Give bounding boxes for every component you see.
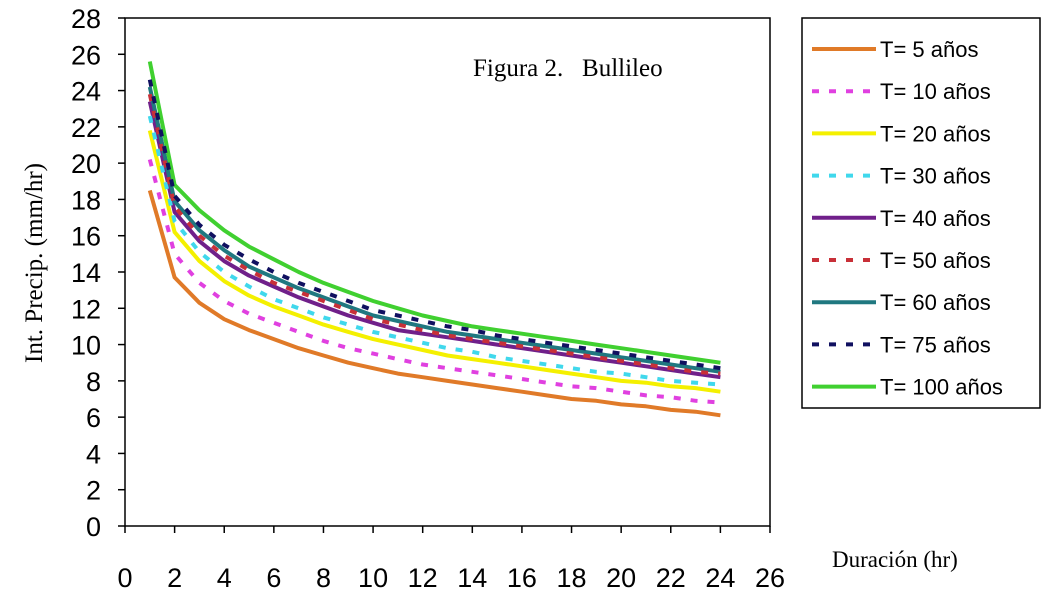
- x-tick-label: 12: [408, 563, 438, 592]
- x-tick-label: 18: [557, 563, 587, 592]
- x-tick-label: 24: [705, 563, 735, 592]
- y-tick-label: 12: [71, 294, 101, 324]
- legend-items: T= 5 años T= 10 años T= 20 años T= 30 años T…: [812, 37, 1003, 400]
- x-tick-label: 14: [457, 563, 487, 592]
- series-line-4: [147, 115, 721, 387]
- x-tick-label: 4: [217, 563, 232, 592]
- legend-label: T= 5 años: [880, 37, 978, 62]
- y-axis-label: Int. Precip. (mm/hr): [21, 163, 48, 363]
- y-tick-label: 6: [86, 403, 101, 433]
- legend-label: T= 30 años: [880, 164, 991, 189]
- legend-label: T= 20 años: [880, 121, 991, 146]
- x-tick-label: 10: [358, 563, 388, 592]
- x-axis-label: Duración (hr): [832, 547, 958, 572]
- x-tick-label: 26: [755, 563, 785, 592]
- y-tick-label: 18: [71, 185, 101, 215]
- y-tick-label: 4: [86, 439, 101, 469]
- series-line-3: [147, 130, 721, 394]
- y-tick-label: 8: [86, 367, 101, 397]
- y-tick-label: 14: [71, 258, 101, 288]
- y-tick-label: 24: [71, 77, 101, 107]
- legend-label: T= 40 años: [880, 206, 991, 231]
- x-tick-label: 20: [606, 563, 636, 592]
- x-tick-label: 8: [316, 563, 331, 592]
- series-line-2: [147, 158, 721, 405]
- legend-label: T= 75 años: [880, 332, 991, 357]
- legend-label: T= 50 años: [880, 248, 991, 273]
- x-tick-label: 6: [266, 563, 281, 592]
- y-tick-label: 16: [71, 222, 101, 252]
- legend-box: [801, 17, 1041, 409]
- y-tick-label: 26: [71, 40, 101, 70]
- y-tick-label: 10: [71, 331, 101, 361]
- y-tick-label: 2: [86, 476, 101, 506]
- plot-area: [124, 17, 771, 527]
- series-line-5: [147, 101, 721, 380]
- y-tick-label: 22: [71, 113, 101, 143]
- series-line-6: [147, 93, 721, 376]
- legend-label: T= 60 años: [880, 290, 991, 315]
- chart-title: Figura 2. Bullileo: [473, 55, 663, 82]
- x-tick-label: 16: [507, 563, 537, 592]
- legend-label: T= 10 años: [880, 79, 991, 104]
- x-tick-label: 0: [117, 563, 132, 592]
- x-axis-ticks: 0 2 4 6 8 10 12 14 16 18 20 22 24 26: [117, 526, 785, 592]
- x-tick-label: 22: [656, 563, 686, 592]
- x-tick-label: 2: [167, 563, 182, 592]
- series-layer: [147, 61, 721, 418]
- series-line-7: [147, 86, 721, 374]
- legend-label: T= 100 años: [880, 375, 1003, 400]
- y-tick-label: 28: [71, 4, 101, 34]
- series-line-9: [147, 61, 721, 365]
- y-tick-label: 20: [71, 149, 101, 179]
- legend: T= 5 años T= 10 años T= 20 años T= 30 años T…: [801, 17, 1041, 409]
- series-line-1: [147, 189, 721, 418]
- y-tick-label: 0: [86, 512, 101, 542]
